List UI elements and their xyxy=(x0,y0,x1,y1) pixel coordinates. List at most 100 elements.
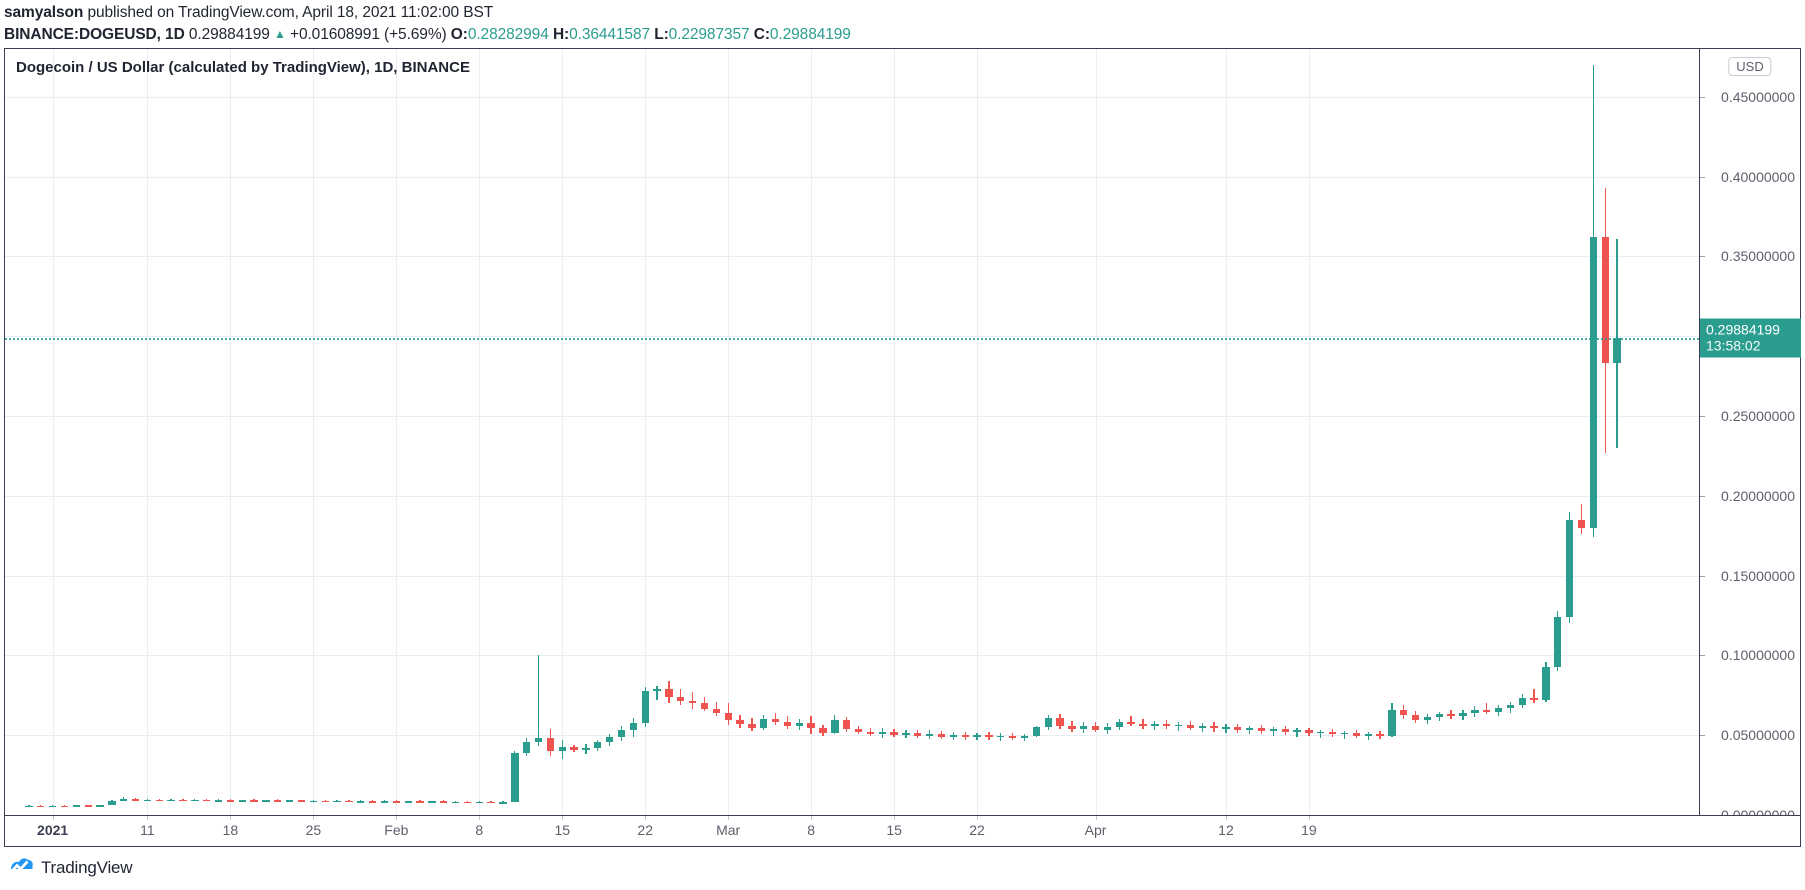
tradingview-logo-icon xyxy=(8,855,34,880)
candle-body xyxy=(1198,725,1206,728)
candle-body xyxy=(392,801,400,803)
candle-wick xyxy=(324,799,326,802)
current-price-value: 0.29884199 xyxy=(1706,321,1780,338)
candle-body xyxy=(534,738,543,743)
candle-wick xyxy=(395,800,397,802)
candle-body xyxy=(1080,726,1088,729)
price-axis-label: 0.15000000 xyxy=(1721,567,1795,584)
quote-line: BINANCE:DOGEUSD, 1D 0.29884199 ▲ +0.0160… xyxy=(4,26,851,44)
candle-body xyxy=(985,735,993,738)
candle-wick xyxy=(1177,721,1180,732)
candle-wick xyxy=(277,799,279,802)
vertical-gridline xyxy=(52,49,54,815)
candle-wick xyxy=(537,655,540,747)
candle-wick xyxy=(253,799,255,801)
candle-body xyxy=(1008,735,1017,738)
candle-wick xyxy=(182,798,184,801)
candle-wick xyxy=(1296,728,1298,737)
chart-plot-area[interactable] xyxy=(5,49,1699,815)
candle-body xyxy=(914,733,922,736)
time-axis-label: 8 xyxy=(807,822,816,838)
candle-body xyxy=(1328,731,1337,735)
time-axis-label: 22 xyxy=(637,822,654,838)
vertical-gridline xyxy=(811,49,813,815)
candle-body xyxy=(807,723,815,729)
symbol-label[interactable]: BINANCE:DOGEUSD, 1D xyxy=(4,26,185,43)
candle-body xyxy=(925,733,934,736)
candle-body xyxy=(309,800,318,803)
price-axis-tick xyxy=(1700,735,1705,737)
currency-chip[interactable]: USD xyxy=(1728,57,1772,76)
candle-body xyxy=(1423,716,1432,721)
candle-body xyxy=(1020,735,1029,738)
candle-body xyxy=(783,722,792,726)
candle-wick xyxy=(869,728,872,736)
candle-body xyxy=(1388,709,1396,737)
last-price: 0.29884199 xyxy=(188,26,270,43)
time-axis-tick xyxy=(894,816,896,820)
candle-body xyxy=(641,691,649,724)
candle-body xyxy=(191,799,199,802)
candle-body xyxy=(1257,728,1266,731)
current-price-badge[interactable]: 0.29884199 13:58:02 xyxy=(1700,318,1801,358)
candle-wick xyxy=(1225,724,1227,734)
candle-body xyxy=(297,800,306,803)
price-axis-tick xyxy=(1700,495,1705,497)
candle-body xyxy=(831,720,839,733)
horizontal-gridline xyxy=(5,176,1699,178)
candle-body xyxy=(274,800,282,802)
vertical-gridline xyxy=(728,49,730,815)
candle-body xyxy=(1305,730,1313,734)
time-axis-tick xyxy=(230,816,232,820)
candle-body xyxy=(1494,708,1503,713)
candle-body xyxy=(1115,721,1123,728)
price-axis-label: 0.25000000 xyxy=(1721,408,1795,425)
vertical-gridline xyxy=(1225,49,1227,815)
candle-body xyxy=(1245,728,1254,730)
candle-body xyxy=(155,799,163,802)
time-axis[interactable]: 2021 11 18 25 Feb 8 15 22 Mar 8 15 22 Apr 12 19 xyxy=(5,815,1800,846)
candle-body xyxy=(120,799,128,801)
time-axis-tick xyxy=(562,816,564,820)
candle-body xyxy=(558,747,566,752)
time-axis-label: Apr xyxy=(1084,822,1107,838)
candle-body xyxy=(712,708,720,713)
price-axis[interactable]: USD 0.000000000.050000000.100000000.1500… xyxy=(1699,49,1801,823)
candle-body xyxy=(890,732,898,736)
candle-body xyxy=(1435,714,1443,717)
time-axis-label: 8 xyxy=(475,822,484,838)
candle-wick xyxy=(691,692,694,709)
candle-wick xyxy=(206,798,208,801)
time-axis-label: Mar xyxy=(716,822,741,838)
candle-wick xyxy=(419,800,421,803)
time-axis-label: 22 xyxy=(969,822,985,838)
candle-body xyxy=(1186,724,1195,728)
candle-body xyxy=(1518,697,1526,705)
candle-body xyxy=(1613,338,1621,364)
price-axis-label: 0.05000000 xyxy=(1721,727,1795,744)
candle-body xyxy=(84,805,92,808)
candle-body xyxy=(108,800,116,806)
candle-body xyxy=(416,801,424,803)
candle-body xyxy=(475,801,483,804)
vertical-gridline xyxy=(562,49,564,815)
high-value: 0.36441587 xyxy=(569,26,650,43)
candle-body xyxy=(333,800,341,803)
candle-body xyxy=(688,700,697,704)
candle-body xyxy=(1281,729,1289,732)
candle-body xyxy=(1032,727,1040,736)
candle-body xyxy=(1376,733,1384,737)
bar-countdown: 13:58:02 xyxy=(1706,337,1761,354)
vertical-gridline xyxy=(313,49,315,815)
up-arrow-icon: ▲ xyxy=(274,27,286,41)
candle-body xyxy=(1565,519,1574,618)
candle-wick xyxy=(443,800,445,803)
candle-body xyxy=(167,799,175,802)
vertical-gridline xyxy=(396,49,398,815)
candle-body xyxy=(843,720,851,729)
candle-wick xyxy=(63,804,66,806)
candle-body xyxy=(499,801,507,804)
candle-body xyxy=(1163,723,1171,727)
candle-wick xyxy=(40,805,42,807)
